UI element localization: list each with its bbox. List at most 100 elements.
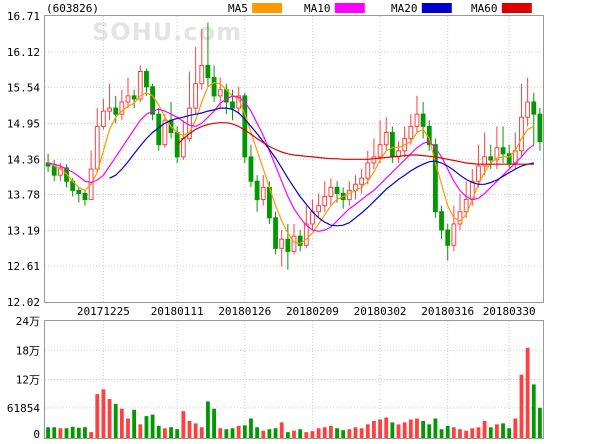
candle-body-down xyxy=(230,101,235,109)
volume-bar xyxy=(396,424,401,438)
volume-bar xyxy=(501,423,505,438)
volume-bar xyxy=(507,428,512,438)
volume-bar xyxy=(525,347,530,438)
volume-bar xyxy=(372,420,376,438)
candle-body-down xyxy=(205,64,211,79)
candle-body-up xyxy=(180,138,186,158)
volume-bar xyxy=(249,418,253,438)
candle-body-up xyxy=(482,156,487,167)
volume-bar xyxy=(199,427,204,438)
volume-bar xyxy=(538,407,542,438)
volume-bar xyxy=(427,424,432,438)
candle-body-up xyxy=(316,205,321,213)
candle-body-down xyxy=(500,147,506,155)
volume-bar xyxy=(101,389,106,438)
volume-bar xyxy=(261,430,266,438)
candle-body-up xyxy=(525,101,531,118)
volume-bar xyxy=(408,419,413,438)
volume-bar xyxy=(347,429,352,438)
volume-bar xyxy=(310,431,315,438)
volume-bar xyxy=(292,430,296,438)
candle-body-down xyxy=(433,144,438,213)
price-panel-frame xyxy=(44,15,544,303)
volume-bar xyxy=(378,419,382,438)
volume-bar xyxy=(126,418,130,438)
legend-swatch-ma10 xyxy=(334,3,365,13)
volume-y-tick-label: 12万 xyxy=(16,374,40,387)
volume-bar xyxy=(212,408,216,438)
volume-bar xyxy=(169,427,173,438)
volume-y-tick-label: 61854 xyxy=(7,402,40,415)
candle-body-up xyxy=(162,119,168,146)
candle-body-down xyxy=(82,192,88,201)
volume-bar xyxy=(494,424,499,438)
volume-bar xyxy=(150,414,155,438)
candle-body-up xyxy=(125,95,131,103)
volume-bar xyxy=(335,428,339,438)
candle-body-up xyxy=(187,107,192,140)
candle-body-up xyxy=(365,162,371,179)
candle-body-down xyxy=(156,113,162,146)
candle-body-up xyxy=(199,64,205,85)
candle-body-up xyxy=(408,125,414,140)
candle-body-up xyxy=(303,223,309,246)
volume-bar xyxy=(316,428,321,438)
candle-body-up xyxy=(346,189,352,201)
candle-body-down xyxy=(131,95,137,100)
volume-bar xyxy=(52,427,57,438)
volume-bar xyxy=(359,428,364,438)
volume-bar xyxy=(531,384,536,438)
volume-bar xyxy=(255,427,260,438)
candle-body-down xyxy=(113,107,119,115)
volume-bar xyxy=(298,429,303,438)
candle-body-up xyxy=(322,196,328,207)
candle-body-down xyxy=(439,211,444,231)
legend-label-ma5: MA5 xyxy=(228,2,248,15)
volume-grid xyxy=(45,321,543,438)
volume-bar xyxy=(390,422,395,438)
candle-body-up xyxy=(377,144,383,158)
volume-bar xyxy=(70,426,75,438)
volume-bar xyxy=(242,425,247,438)
candle-body-down xyxy=(334,186,340,194)
candle-body-up xyxy=(279,238,285,249)
volume-bar xyxy=(439,429,444,438)
price-y-tick-label: 14.36 xyxy=(7,153,40,166)
moving-average-lines xyxy=(47,81,535,245)
volume-y-tick-label: 0 xyxy=(33,428,40,440)
candle-body-down xyxy=(248,156,254,182)
volume-bar xyxy=(476,427,481,438)
legend-label-ma10: MA10 xyxy=(304,2,331,15)
candle-body-down xyxy=(420,113,426,127)
candle-body-down xyxy=(150,86,155,115)
price-y-tick-label: 14.95 xyxy=(7,117,40,130)
volume-bar xyxy=(181,411,186,438)
volume-bar xyxy=(421,420,426,438)
candle-body-down xyxy=(144,70,149,88)
volume-bar xyxy=(132,409,137,438)
price-grid xyxy=(45,16,543,302)
price-y-tick-label: 13.78 xyxy=(7,189,40,202)
candle-body-down xyxy=(76,189,82,194)
volume-bar xyxy=(304,432,309,438)
volume-bar xyxy=(58,428,63,438)
candle-body-up xyxy=(476,165,481,182)
volume-bar xyxy=(445,425,450,438)
candle-body-up xyxy=(414,113,420,127)
legend-label-ma60: MA60 xyxy=(471,2,498,15)
volume-bar xyxy=(46,427,50,438)
candle-body-up xyxy=(457,211,463,225)
ma-line-ma60 xyxy=(176,122,534,165)
candle-body-down xyxy=(242,95,248,158)
volume-bar xyxy=(451,427,456,438)
candle-body-up xyxy=(371,156,377,164)
candle-body-up xyxy=(291,235,297,252)
volume-y-axis: 24万 18万 12万 61854 0 xyxy=(7,315,40,441)
volume-bar xyxy=(267,429,272,438)
price-y-axis: 16.71 16.12 15.54 14.95 14.36 13.78 13.19 12.61… xyxy=(7,10,40,309)
price-y-tick-label: 12.61 xyxy=(7,260,40,273)
legend-label-ma20: MA20 xyxy=(391,2,418,15)
watermark: SOHU.com xyxy=(92,18,242,46)
legend-swatch-ma60 xyxy=(501,3,532,13)
volume-bar xyxy=(470,428,475,438)
